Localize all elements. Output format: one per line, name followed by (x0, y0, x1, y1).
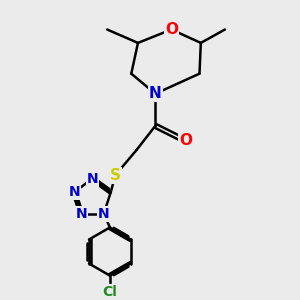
Text: N: N (68, 185, 80, 199)
Text: S: S (110, 168, 121, 183)
Text: N: N (98, 207, 110, 220)
Text: Cl: Cl (102, 285, 117, 298)
Text: O: O (179, 133, 192, 148)
Text: O: O (165, 22, 178, 37)
Text: N: N (87, 172, 98, 186)
Text: N: N (149, 86, 162, 101)
Text: N: N (75, 207, 87, 220)
